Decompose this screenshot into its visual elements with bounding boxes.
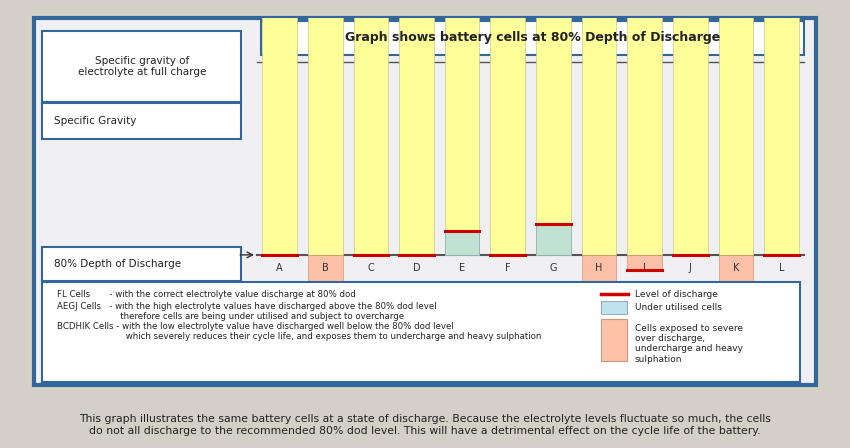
Text: C: C — [367, 263, 374, 273]
Text: FL Cells       - with the correct electrolyte value discharge at 80% dod: FL Cells - with the correct electrolyte … — [58, 290, 356, 299]
Text: Specific gravity of
electrolyte at full charge: Specific gravity of electrolyte at full … — [77, 56, 206, 77]
Bar — [536, 0, 570, 255]
Text: A: A — [276, 263, 283, 273]
Text: Specific Gravity: Specific Gravity — [54, 116, 136, 126]
Bar — [673, 0, 707, 255]
Bar — [718, 255, 753, 289]
Bar — [308, 0, 343, 255]
Bar — [354, 0, 388, 255]
FancyBboxPatch shape — [42, 247, 241, 280]
Bar — [581, 255, 616, 289]
Bar — [718, 0, 753, 255]
Bar — [400, 0, 434, 255]
Text: Cells exposed to severe
over discharge,
undercharge and heavy
sulphation: Cells exposed to severe over discharge, … — [635, 323, 743, 364]
Bar — [445, 231, 479, 255]
Text: H: H — [595, 263, 603, 273]
Text: Under utilised cells: Under utilised cells — [635, 302, 722, 311]
Text: E: E — [459, 263, 465, 273]
Text: 80% Depth of Discharge: 80% Depth of Discharge — [54, 258, 181, 269]
Text: AEGJ Cells   - with the high electrolyte values have discharged above the 80% do: AEGJ Cells - with the high electrolyte v… — [58, 302, 437, 321]
Text: F: F — [505, 263, 511, 273]
Text: BCDHIK Cells - with the low electrolyte value have discharged well below the 80%: BCDHIK Cells - with the low electrolyte … — [58, 322, 541, 341]
Bar — [445, 0, 479, 255]
Bar — [601, 319, 626, 362]
FancyBboxPatch shape — [261, 21, 804, 55]
Bar — [581, 0, 616, 255]
Bar — [601, 301, 626, 314]
Text: I: I — [643, 263, 646, 273]
Bar — [627, 255, 662, 271]
Bar — [536, 224, 570, 255]
Bar — [263, 0, 297, 255]
Text: J: J — [688, 263, 692, 273]
Text: Graph shows battery cells at 80% Depth of Discharge: Graph shows battery cells at 80% Depth o… — [345, 31, 721, 44]
Text: This graph illustrates the same battery cells at a state of discharge. Because t: This graph illustrates the same battery … — [79, 414, 771, 436]
FancyBboxPatch shape — [42, 103, 241, 139]
Text: K: K — [733, 263, 739, 273]
Text: G: G — [550, 263, 557, 273]
Bar — [627, 0, 662, 255]
FancyBboxPatch shape — [42, 282, 801, 382]
Bar — [490, 0, 525, 255]
Text: B: B — [322, 263, 329, 273]
FancyBboxPatch shape — [42, 31, 241, 103]
FancyBboxPatch shape — [34, 18, 816, 385]
Bar — [308, 255, 343, 292]
Text: L: L — [779, 263, 785, 273]
Text: Level of discharge: Level of discharge — [635, 290, 717, 299]
Text: D: D — [413, 263, 421, 273]
Bar — [764, 0, 799, 255]
